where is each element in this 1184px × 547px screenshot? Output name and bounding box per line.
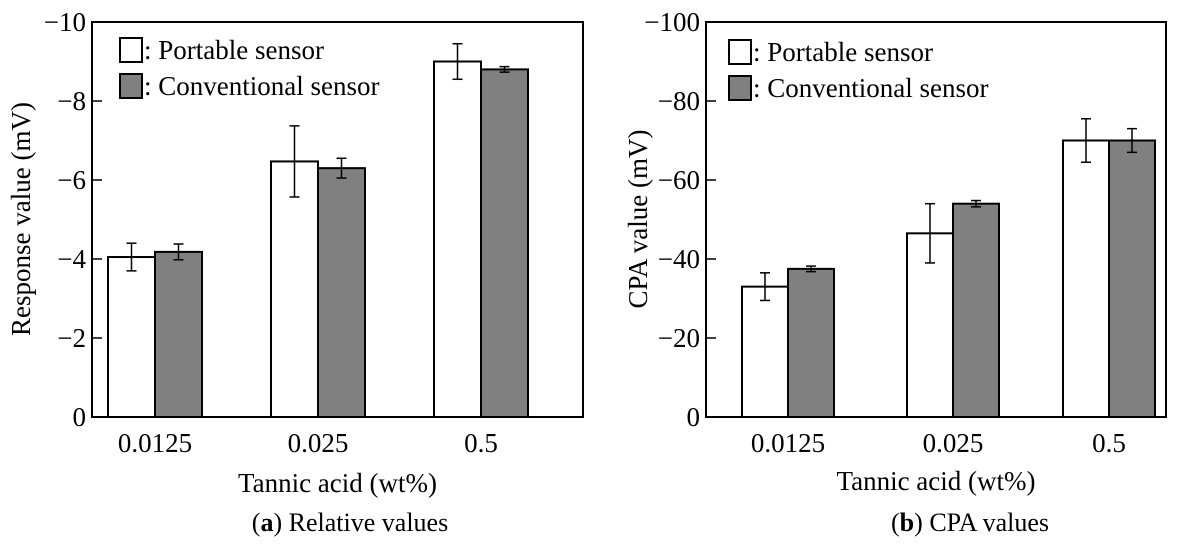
legend-label-portable: : Portable sensor: [144, 35, 324, 65]
x-tick-label: 0.5: [464, 428, 498, 458]
x-tick-label: 0.0125: [751, 428, 825, 458]
legend-swatch-conventional: [728, 75, 752, 101]
y-tick-label: −4: [57, 244, 86, 274]
y-axis-title: Response value (mV): [6, 102, 36, 336]
caption-b: (b) CPA values: [891, 508, 1049, 537]
caption-b-text: CPA values: [929, 508, 1049, 537]
bar-portable-0.025: [270, 160, 319, 418]
y-tick-label: −6: [57, 165, 86, 195]
y-axis-title: CPA value (mV): [623, 129, 653, 308]
bar-portable-0.5: [433, 60, 482, 418]
bar-conventional-0.0125: [154, 250, 203, 418]
bar-portable-0.0125: [741, 285, 789, 418]
legend-swatch-portable: [119, 37, 143, 63]
y-tick-label: 0: [73, 402, 87, 432]
y-tick-label: −20: [658, 323, 700, 353]
y-tick-label: 0: [687, 402, 701, 432]
y-tick-label: −10: [44, 7, 86, 37]
bar-conventional-0.5: [1108, 139, 1156, 418]
caption-b-label: b: [899, 508, 915, 537]
y-tick-label: −60: [658, 165, 700, 195]
chart-panel-a: 0 −2 −4 −6 −8 −10 Response value (mV) 0.0125 0.0…: [6, 7, 584, 498]
y-tick-label: −40: [658, 244, 700, 274]
bar-portable-0.0125: [107, 256, 156, 418]
y-tick-label: −8: [57, 86, 86, 116]
x-tick-label: 0.025: [288, 428, 349, 458]
caption-a-text: Relative values: [288, 508, 449, 537]
caption-a: (a) Relative values: [251, 508, 449, 537]
x-axis-title: Tannic acid (wt%): [836, 466, 1035, 496]
y-tick-label: −2: [57, 323, 86, 353]
legend-label-conventional: : Conventional sensor: [144, 71, 379, 101]
y-tick-label: −100: [644, 7, 700, 37]
legend-label-conventional: : Conventional sensor: [753, 73, 988, 103]
y-tick-label: −80: [658, 86, 700, 116]
legend-swatch-portable: [728, 39, 752, 65]
bar-conventional-0.5: [480, 68, 529, 419]
x-tick-label: 0.5: [1092, 428, 1126, 458]
x-axis-title: Tannic acid (wt%): [238, 468, 437, 498]
bar-portable-0.5: [1062, 139, 1110, 418]
bar-conventional-0.025: [317, 167, 366, 418]
chart-panel-b: 0 −20 −40 −60 −80 −100 CPA value (mV) 0.0125 0.0…: [623, 7, 1167, 496]
legend-swatch-conventional: [119, 73, 143, 99]
bar-conventional-0.025: [952, 202, 1000, 418]
caption-a-label: a: [260, 508, 274, 537]
bar-conventional-0.0125: [787, 267, 835, 418]
x-tick-label: 0.025: [923, 428, 984, 458]
legend-label-portable: : Portable sensor: [753, 37, 933, 67]
x-tick-label: 0.0125: [118, 428, 192, 458]
